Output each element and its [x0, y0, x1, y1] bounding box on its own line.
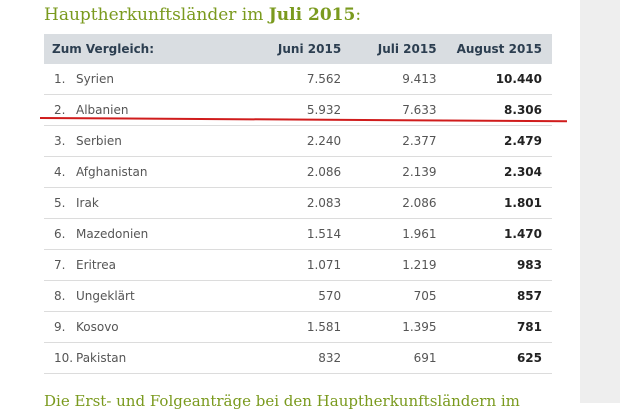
- country-cell: 7. Eritrea: [44, 249, 230, 281]
- july-value: 1.395: [351, 311, 447, 343]
- country-cell: 3. Serbien: [44, 125, 230, 157]
- country-cell: 9. Kosovo: [44, 311, 230, 343]
- country-name: Pakistan: [76, 351, 127, 365]
- july-value: 2.086: [351, 187, 447, 219]
- section-heading: Hauptherkunftsländer im Juli 2015:: [44, 5, 361, 25]
- table-row: 5. Irak 2.083 2.086 1.801: [44, 187, 552, 219]
- rank-number: 6.: [54, 227, 66, 241]
- column-header-comparison: Zum Vergleich:: [44, 34, 230, 64]
- august-value: 2.479: [446, 125, 552, 157]
- heading-suffix: :: [355, 5, 362, 25]
- rank-number: 10.: [54, 351, 74, 365]
- rank-number: 7.: [54, 258, 66, 272]
- table-row: 3. Serbien 2.240 2.377 2.479: [44, 125, 552, 157]
- country-name: Kosovo: [76, 320, 119, 334]
- country-name: Serbien: [76, 134, 122, 148]
- rank-number: 3.: [54, 134, 66, 148]
- country-cell: 6. Mazedonien: [44, 218, 230, 250]
- august-value: 625: [446, 342, 552, 374]
- country-cell: 8. Ungeklärt: [44, 280, 230, 312]
- country-name: Albanien: [76, 103, 129, 117]
- rank-number: 1.: [54, 72, 66, 86]
- table-row: 10. Pakistan 832 691 625: [44, 342, 552, 374]
- june-value: 2.240: [229, 125, 352, 157]
- rank-number: 2.: [54, 103, 66, 117]
- july-value: 691: [351, 342, 447, 374]
- rank-number: 9.: [54, 320, 66, 334]
- country-cell: 1. Syrien: [44, 64, 230, 95]
- table-row: 4. Afghanistan 2.086 2.139 2.304: [44, 156, 552, 188]
- column-header-july: Juli 2015: [351, 34, 447, 64]
- country-cell: 4. Afghanistan: [44, 156, 230, 188]
- august-value: 10.440: [446, 64, 552, 95]
- table-row: 8. Ungeklärt 570 705 857: [44, 280, 552, 312]
- july-value: 9.413: [351, 64, 447, 95]
- july-value: 1.961: [351, 218, 447, 250]
- table-header-row: Zum Vergleich: Juni 2015 Juli 2015 Augus…: [44, 34, 552, 64]
- june-value: 1.071: [229, 249, 352, 281]
- july-value: 2.139: [351, 156, 447, 188]
- june-value: 2.083: [229, 187, 352, 219]
- june-value: 1.581: [229, 311, 352, 343]
- column-header-june: Juni 2015: [229, 34, 352, 64]
- table-row: 9. Kosovo 1.581 1.395 781: [44, 311, 552, 343]
- asylum-comparison-table: Zum Vergleich: Juni 2015 Juli 2015 Augus…: [44, 34, 552, 374]
- country-name: Ungeklärt: [76, 289, 135, 303]
- june-value: 7.562: [229, 64, 352, 95]
- august-value: 857: [446, 280, 552, 312]
- column-header-august: August 2015: [446, 34, 552, 64]
- country-cell: 2. Albanien: [44, 94, 230, 126]
- table-row: 7. Eritrea 1.071 1.219 983: [44, 249, 552, 281]
- country-name: Eritrea: [76, 258, 116, 272]
- june-value: 832: [229, 342, 352, 374]
- country-name: Afghanistan: [76, 165, 148, 179]
- country-cell: 5. Irak: [44, 187, 230, 219]
- country-name: Irak: [76, 196, 99, 210]
- next-section-heading: Die Erst- und Folgeanträge bei den Haupt…: [44, 392, 520, 410]
- sidebar-background: [580, 0, 620, 403]
- june-value: 1.514: [229, 218, 352, 250]
- july-value: 705: [351, 280, 447, 312]
- june-value: 2.086: [229, 156, 352, 188]
- table-row: 6. Mazedonien 1.514 1.961 1.470: [44, 218, 552, 250]
- rank-number: 5.: [54, 196, 66, 210]
- july-value: 2.377: [351, 125, 447, 157]
- heading-prefix: Hauptherkunftsländer im: [44, 5, 269, 25]
- country-cell: 10. Pakistan: [44, 342, 230, 374]
- rank-number: 4.: [54, 165, 66, 179]
- heading-bold: Juli 2015: [268, 5, 356, 25]
- country-name: Syrien: [76, 72, 114, 86]
- august-value: 1.470: [446, 218, 552, 250]
- august-value: 2.304: [446, 156, 552, 188]
- rank-number: 8.: [54, 289, 66, 303]
- august-value: 983: [446, 249, 552, 281]
- august-value: 1.801: [446, 187, 552, 219]
- july-value: 1.219: [351, 249, 447, 281]
- june-value: 5.932: [229, 94, 352, 126]
- august-value: 781: [446, 311, 552, 343]
- june-value: 570: [229, 280, 352, 312]
- table-row: 1. Syrien 7.562 9.413 10.440: [44, 64, 552, 95]
- country-name: Mazedonien: [76, 227, 149, 241]
